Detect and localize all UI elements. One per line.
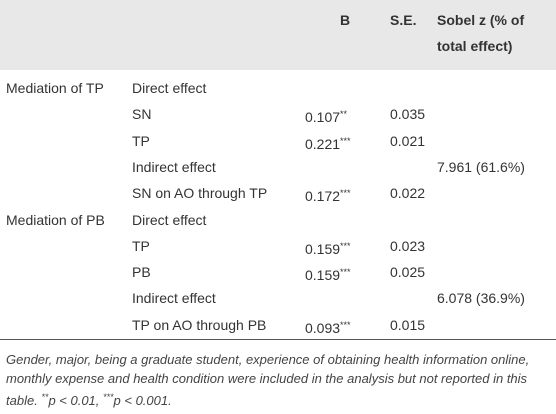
significance: ** [340,109,348,120]
table-cell: 0.159*** [305,263,351,284]
significance: *** [340,135,351,146]
table-cell: 0.035 [390,106,426,123]
note-sup: ** [41,392,49,402]
table-cell: Indirect effect [132,158,216,175]
note-italic: p [113,393,121,408]
table-cell: 0.107** [305,105,347,126]
significance: *** [340,188,351,199]
table-note: Gender, major, being a graduate student,… [6,350,552,410]
significance: *** [340,240,351,251]
table-cell: TP [132,132,150,149]
header-cell: Sobel z (% of total effect) [437,12,525,54]
table-cell: 0.025 [390,264,426,281]
note-plain: < 0.01, [55,393,104,408]
table-cell: Mediation of PB [6,211,105,228]
note-italic: p [48,393,56,408]
header-cell: S.E. [390,12,417,28]
table-cell: SN [132,106,152,123]
table-cell: Indirect effect [132,290,216,307]
significance: *** [340,267,351,278]
cell-value: 0.093 [305,319,341,336]
table-header-bg [0,0,556,70]
header-cell: B [339,12,351,28]
table-cell: 0.159*** [305,237,351,258]
table-cell: 0.022 [390,185,426,202]
table-cell: 0.015 [390,316,426,333]
table-cell: Direct effect [132,80,207,96]
table-cell: 0.093*** [305,316,351,337]
table-cell: 7.961 (61.6%) [437,158,525,175]
table-cell: 0.221*** [305,132,351,153]
table-cell: Mediation of TP [6,80,104,96]
table-rule [0,339,556,340]
significance: *** [340,319,351,330]
table-cell: 0.172*** [305,184,351,205]
note-plain: Gender, major, being a graduate student,… [6,352,530,408]
table-cell: SN on AO through TP [132,185,268,202]
table-cell: 6.078 (36.9%) [437,290,525,307]
table-cell: TP [132,237,150,254]
cell-value: 0.172 [305,188,341,205]
cell-value: 0.107 [305,109,341,126]
table-cell: 0.023 [390,237,426,254]
table-cell: TP on AO through PB [132,316,267,333]
table-cell: 0.021 [390,132,426,149]
cell-value: 0.159 [305,240,341,257]
cell-value: 0.221 [305,135,341,152]
note-sup: *** [103,392,114,402]
table-cell: PB [132,264,151,281]
note-plain: < 0.001. [120,393,172,408]
cell-value: 0.159 [305,267,341,284]
table-cell: Direct effect [132,211,207,228]
